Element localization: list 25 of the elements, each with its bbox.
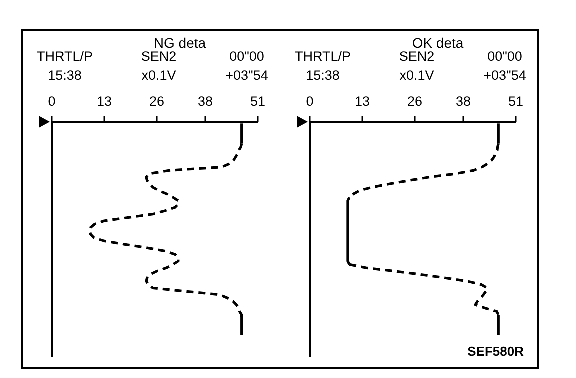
x-tick-label: 51 [508, 94, 524, 109]
text: x0.1V [400, 68, 434, 83]
text: SEN2 [141, 49, 177, 64]
x-tick-label: 51 [250, 94, 266, 109]
text: THRTL/P [36, 49, 94, 64]
text: SEN2 [399, 49, 435, 64]
text: THRTL/P [294, 49, 352, 64]
x-tick-label: 38 [198, 94, 214, 109]
chart-title: NG deta [154, 35, 206, 51]
text: 15:38 [306, 68, 340, 83]
chart-title: OK deta [412, 35, 464, 51]
x-tick-label: 38 [456, 94, 472, 109]
x-tick-label: 26 [408, 94, 423, 109]
x-tick-label: 0 [306, 94, 314, 109]
x-tick-label: 26 [150, 94, 165, 109]
text: 00"00 [488, 49, 522, 64]
annotation: SEF580R [468, 344, 525, 359]
x-tick-label: 13 [354, 94, 370, 109]
x-tick-label: 0 [48, 94, 56, 109]
text: 15:38 [48, 68, 82, 83]
text: x0.1V [142, 68, 176, 83]
x-tick-label: 13 [96, 94, 112, 109]
text: +03"54 [484, 68, 527, 83]
text: 00"00 [230, 49, 264, 64]
text: +03"54 [226, 68, 269, 83]
